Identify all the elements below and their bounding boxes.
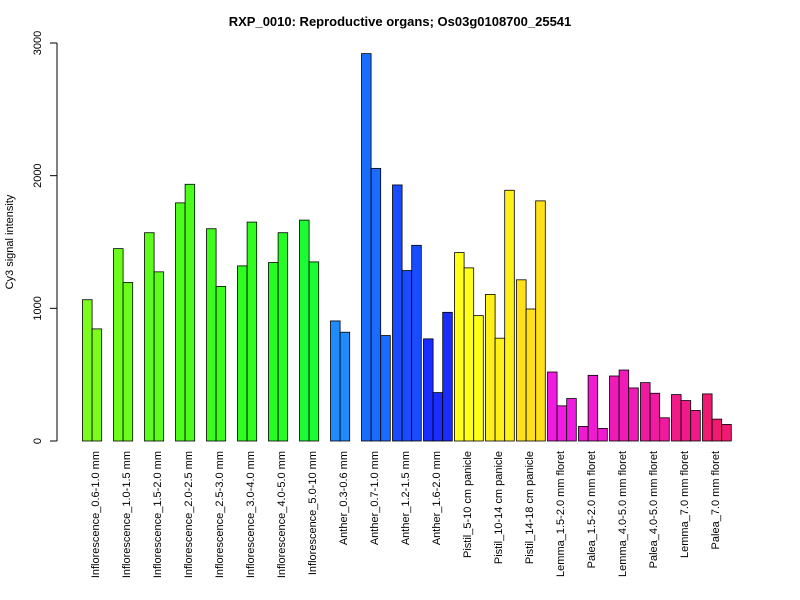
bar <box>516 279 527 442</box>
category-label: Palea_4.0-5.0 mm floret <box>648 451 660 568</box>
category-label: Inflorescence_3.0-4.0 mm <box>245 451 257 578</box>
y-tick-label: 2000 <box>32 163 44 187</box>
chart-title: RXP_0010: Reproductive organs; Os03g0108… <box>229 14 572 29</box>
bar <box>215 286 227 442</box>
bar <box>423 338 434 442</box>
bar <box>432 392 444 442</box>
bars-group <box>82 53 732 442</box>
category-label: Palea_7.0 mm floret <box>710 451 722 549</box>
category-label: Inflorescence_1.5-2.0 mm <box>152 451 164 578</box>
bar <box>640 382 651 442</box>
bar <box>649 392 661 442</box>
category-label: Inflorescence_2.5-3.0 mm <box>214 451 226 578</box>
category-label: Anther_0.3-0.6 mm <box>338 451 350 545</box>
category-label: Palea_1.5-2.0 mm floret <box>586 451 598 568</box>
category-label: Pistil_5-10 cm panicle <box>462 451 474 558</box>
category-label: Inflorescence_4.0-5.0 mm <box>276 451 288 578</box>
category-label: Inflorescence_1.0-1.5 mm <box>121 451 133 578</box>
bar <box>91 328 103 442</box>
bar <box>702 393 713 442</box>
bar <box>454 252 465 442</box>
bar <box>113 248 124 442</box>
bar <box>721 424 732 442</box>
bar <box>711 418 723 442</box>
bar <box>504 189 515 442</box>
category-label: Inflorescence_0.6-1.0 mm <box>90 451 102 578</box>
bar <box>547 371 558 442</box>
category-label: Inflorescence_5.0-10 mm <box>307 451 319 575</box>
category-label: Inflorescence_2.0-2.5 mm <box>183 451 195 578</box>
y-tick-label: 3000 <box>32 31 44 55</box>
bar <box>122 282 134 442</box>
bar <box>566 398 577 442</box>
y-tick-label: 1000 <box>32 296 44 320</box>
bar <box>246 221 258 442</box>
bar <box>237 265 248 442</box>
bar <box>535 200 546 442</box>
category-labels: Inflorescence_0.6-1.0 mm Inflorescence_1.… <box>90 451 722 578</box>
bar <box>578 426 589 442</box>
bar <box>370 167 382 442</box>
bar <box>442 311 453 442</box>
bar <box>609 375 620 442</box>
bar <box>392 184 403 442</box>
bar <box>494 337 506 442</box>
bar <box>628 387 639 442</box>
category-label: Pistil_14-18 cm panicle <box>524 451 536 564</box>
category-label: Lemma_4.0-5.0 mm floret <box>617 451 629 577</box>
bar <box>680 400 692 442</box>
bar <box>184 183 196 442</box>
category-label: Pistil_10-14 cm panicle <box>493 451 505 564</box>
bar <box>659 417 670 442</box>
category-label: Anther_0.7-1.0 mm <box>369 451 381 545</box>
y-axis-label: Cy3 signal intensity <box>4 194 16 289</box>
bar <box>153 271 165 442</box>
bar <box>339 331 351 442</box>
bar <box>268 262 279 442</box>
bar <box>380 335 391 442</box>
bar <box>175 202 186 442</box>
bar <box>277 232 289 442</box>
bar <box>597 427 608 442</box>
bar <box>411 244 422 442</box>
bar <box>671 394 682 442</box>
bar <box>473 315 484 442</box>
category-label: Anther_1.6-2.0 mm <box>431 451 443 545</box>
y-tick-label: 0 <box>32 438 44 444</box>
bar <box>206 228 217 442</box>
category-label: Lemma_1.5-2.0 mm floret <box>555 451 567 577</box>
bar <box>690 410 701 442</box>
bar <box>144 232 155 442</box>
bar <box>361 53 372 442</box>
bar <box>401 270 413 442</box>
category-label: Anther_1.2-1.5 mm <box>400 451 412 545</box>
bar <box>525 308 537 442</box>
bar <box>463 267 475 442</box>
bar <box>330 320 341 442</box>
bar <box>82 299 93 442</box>
bar <box>308 261 320 442</box>
bar <box>618 369 630 442</box>
bar <box>587 374 599 442</box>
bar <box>556 405 568 442</box>
category-label: Lemma_7.0 mm floret <box>679 451 691 558</box>
bar <box>485 294 496 442</box>
bar <box>299 219 310 442</box>
y-axis-ticks: 0 1000 2000 3000 <box>32 31 57 444</box>
